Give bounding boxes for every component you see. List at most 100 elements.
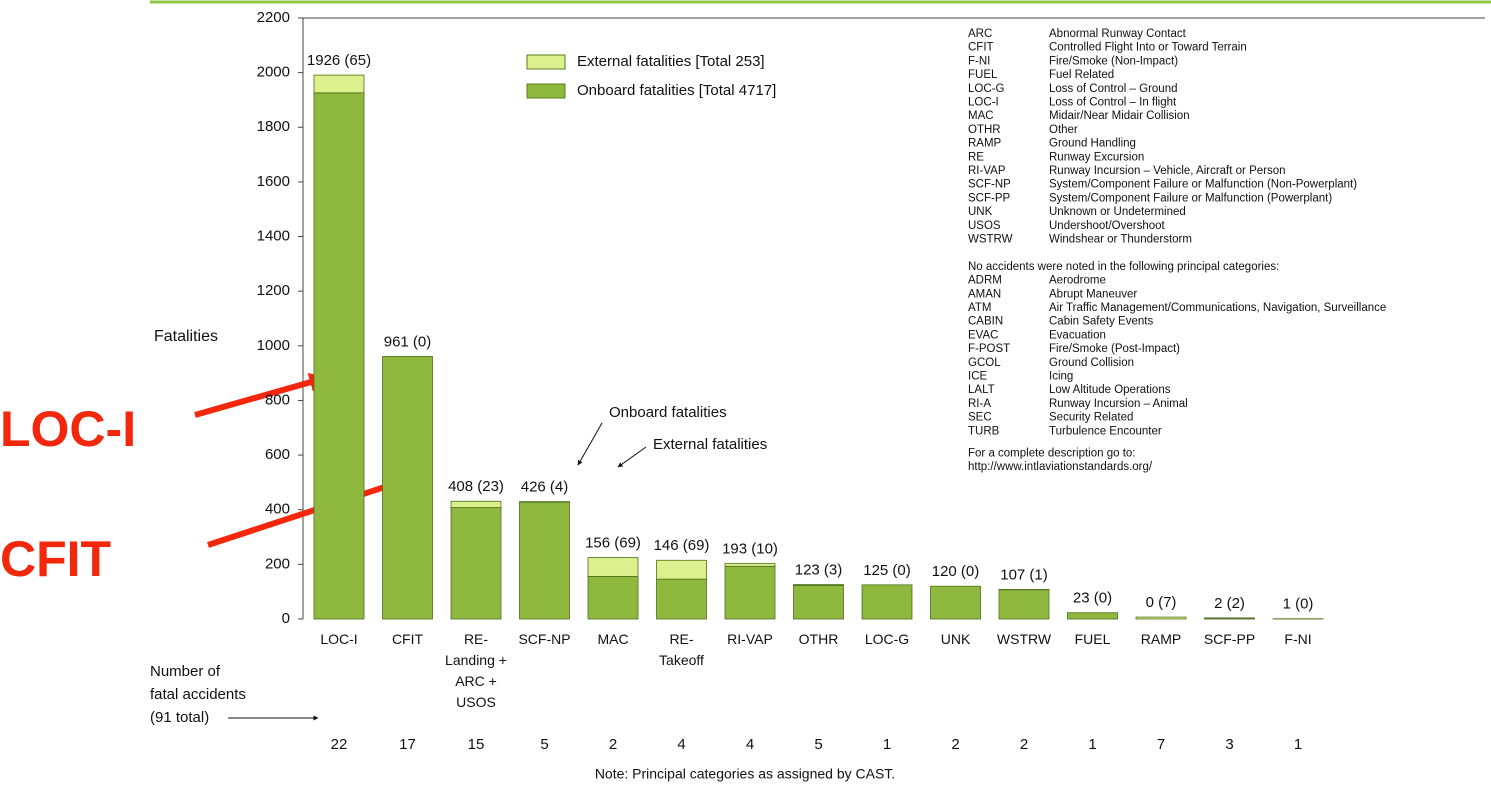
bar-label: 23 (0) — [1073, 590, 1112, 607]
accident-count: 2 — [951, 736, 959, 753]
bar-segment — [998, 589, 1050, 620]
bar-segment — [587, 557, 639, 577]
accident-count: 2 — [609, 736, 617, 753]
bar-segment — [1204, 617, 1255, 619]
bar-label: 2 (2) — [1214, 595, 1245, 612]
glossary-code: TURB — [968, 425, 1000, 437]
glossary-code: RI-VAP — [968, 165, 1006, 177]
y-tick-label: 1600 — [257, 173, 290, 190]
glossary-code: GCOL — [968, 357, 1001, 369]
x-tick-label: RI-VAP — [727, 631, 773, 647]
glossary-code: ARC — [968, 28, 992, 40]
bar-label: 123 (3) — [795, 562, 843, 579]
x-tick-label: CFIT — [392, 631, 424, 647]
accident-count: 15 — [468, 736, 485, 753]
accidents-label: Number of — [150, 663, 221, 680]
glossary-code: EVAC — [968, 329, 998, 341]
x-tick-label: F-NI — [1284, 631, 1311, 647]
glossary: ARC Abnormal Runway Contact CFIT Controlled… — [968, 28, 1386, 473]
accident-count: 7 — [1157, 736, 1165, 753]
x-tick-label: OTHR — [799, 631, 839, 647]
accident-count: 2 — [1020, 736, 1028, 753]
bar-segment — [313, 92, 365, 620]
y-tick-label: 0 — [282, 610, 290, 627]
bar-segment — [450, 500, 502, 508]
bar-label: 125 (0) — [863, 562, 911, 579]
bar-label: 1926 (65) — [307, 52, 371, 69]
glossary-code: AMAN — [968, 288, 1001, 300]
glossary-code: SEC — [968, 412, 992, 424]
bar-label: 426 (4) — [521, 479, 569, 496]
glossary-desc: Icing — [1049, 371, 1073, 383]
bar-segment — [861, 584, 913, 620]
glossary-desc: Runway Excursion — [1049, 151, 1144, 163]
glossary-desc: Unknown or Undetermined — [1049, 206, 1186, 218]
bar-label: 193 (10) — [722, 541, 778, 558]
arrow — [617, 446, 647, 468]
note: Note: Principal categories as assigned b… — [595, 766, 895, 782]
accident-count: 1 — [883, 736, 891, 753]
y-tick-label: 2200 — [257, 9, 290, 26]
annotation: External fatalities — [653, 436, 767, 453]
accident-count: 4 — [677, 736, 685, 753]
x-tick-label: MAC — [597, 631, 628, 647]
glossary-desc: System/Component Failure or Malfunction … — [1049, 179, 1357, 191]
glossary-desc: Fuel Related — [1049, 69, 1114, 81]
y-tick-label: 1200 — [257, 282, 290, 299]
y-tick-label: 1000 — [257, 337, 290, 354]
bar-segment — [656, 559, 707, 580]
x-tick-label: UNK — [941, 631, 971, 647]
y-tick-label: 400 — [265, 501, 290, 518]
bar-segment — [382, 356, 433, 620]
y-tick-label: 1800 — [257, 118, 290, 135]
glossary-code: CABIN — [968, 316, 1003, 328]
bar-label: 961 (0) — [384, 333, 432, 350]
accident-count: 5 — [814, 736, 822, 753]
glossary-code: ADRM — [968, 275, 1002, 287]
glossary-desc: Undershoot/Overshoot — [1049, 220, 1166, 232]
glossary-desc: Runway Incursion – Vehicle, Aircraft or … — [1049, 165, 1286, 177]
glossary-code: ATM — [968, 302, 991, 314]
bar-segment — [587, 575, 639, 620]
glossary-code: SCF-PP — [968, 192, 1011, 204]
arrow — [577, 422, 603, 466]
bar-segment — [450, 507, 502, 620]
glossary-desc: Security Related — [1049, 412, 1133, 424]
bar-segment — [1135, 616, 1187, 620]
glossary-code: RAMP — [968, 138, 1002, 150]
glossary-code: ICE — [968, 371, 988, 383]
legend-swatch — [526, 54, 566, 70]
glossary-desc: System/Component Failure or Malfunction … — [1049, 192, 1332, 204]
glossary-code: LALT — [968, 384, 995, 396]
glossary-code: UNK — [968, 206, 993, 218]
glossary-code: FUEL — [968, 69, 998, 81]
bar-segment — [519, 502, 570, 620]
glossary-code: CFIT — [968, 42, 994, 54]
glossary-code: LOC-I — [968, 97, 999, 109]
bar-segment — [724, 565, 776, 620]
glossary-heading: No accidents were noted in the following… — [968, 261, 1279, 273]
bar-segment — [1067, 612, 1118, 620]
bar-label: 0 (7) — [1146, 594, 1177, 611]
glossary-code: LOC-G — [968, 83, 1004, 95]
glossary-desc: Fire/Smoke (Non-Impact) — [1049, 55, 1178, 67]
glossary-desc: Aerodrome — [1049, 275, 1106, 287]
legend-label: External fatalities [Total 253] — [577, 53, 765, 70]
glossary-desc: Loss of Control – In flight — [1049, 97, 1177, 109]
y-tick-label: 2000 — [257, 64, 290, 81]
y-tick-label: 1400 — [257, 228, 290, 245]
accident-count: 17 — [399, 736, 416, 753]
glossary-desc: Turbulence Encounter — [1049, 425, 1162, 437]
glossary-desc: Ground Handling — [1049, 138, 1136, 150]
callout-arrow — [194, 372, 329, 418]
x-tick-label: RAMP — [1141, 631, 1181, 647]
callout-arrow — [207, 473, 416, 548]
bar-segment — [930, 585, 981, 620]
accidents-label: (91 total) — [150, 709, 209, 726]
glossary-desc: Cabin Safety Events — [1049, 316, 1153, 328]
glossary-code: RI-A — [968, 398, 991, 410]
glossary-desc: Other — [1049, 124, 1078, 136]
legend-label: Onboard fatalities [Total 4717] — [577, 82, 776, 99]
accident-count: 1 — [1088, 736, 1096, 753]
